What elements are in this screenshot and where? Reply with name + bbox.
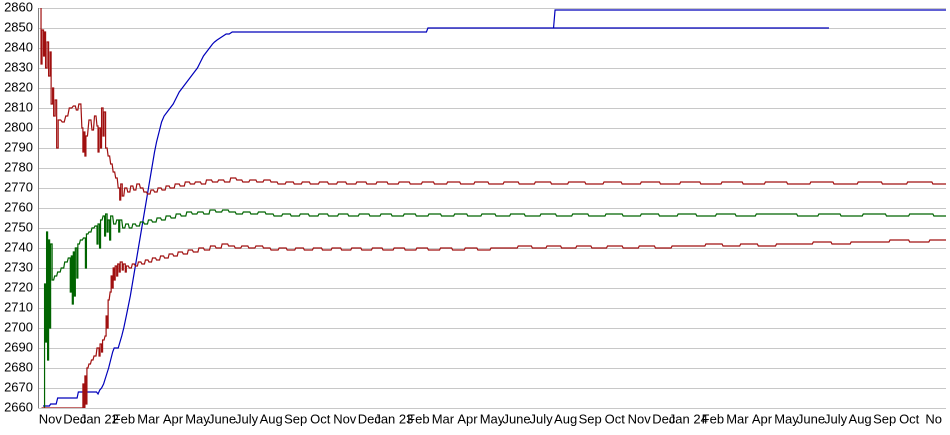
y-axis-tick-label: 2800 (4, 119, 33, 134)
x-axis-tick-label: Dec (358, 412, 382, 427)
x-axis-tick-label: No (925, 412, 942, 427)
x-axis-tick-label: Feb (113, 412, 135, 427)
y-axis-tick-label: 2780 (4, 159, 33, 174)
y-axis-tick-label: 2790 (4, 139, 33, 154)
x-axis-tick-label: Sep (579, 412, 602, 427)
red-upper-series (40, 8, 946, 201)
y-axis-tick-label: 2820 (4, 79, 33, 94)
y-axis-tick-label: 2670 (4, 379, 33, 394)
y-axis-tick-label: 2850 (4, 19, 33, 34)
x-axis-tick-label: July (530, 412, 554, 427)
x-axis-tick-label: Jan 23 (374, 412, 413, 427)
y-axis-tick-label: 2840 (4, 39, 33, 54)
x-axis-tick-label: May (480, 412, 505, 427)
y-axis-tick-labels: 2860 2850 2840 2830 2820 2810 2800 2790 2780 2770… (4, 0, 33, 414)
y-axis-tick-label: 2810 (4, 99, 33, 114)
y-axis-tick-label: 2710 (4, 299, 33, 314)
x-axis-tick-label: Mar (726, 412, 749, 427)
x-axis-tick-label: Mar (137, 412, 160, 427)
y-axis-tick-label: 2700 (4, 319, 33, 334)
series-layer (40, 8, 946, 409)
axis-layer (38, 8, 946, 409)
y-axis-tick-label: 2760 (4, 199, 33, 214)
x-axis-tick-label: Jan 24 (669, 412, 708, 427)
x-axis-tick-label: May (185, 412, 210, 427)
x-axis-tick-label: May (774, 412, 799, 427)
x-axis-tick-label: Nov (39, 412, 63, 427)
y-axis-tick-label: 2860 (4, 0, 33, 14)
x-axis-tick-label: Sep (873, 412, 896, 427)
x-axis-tick-label: July (235, 412, 259, 427)
red-lower-series (41, 239, 946, 409)
x-axis-tick-label: Dec (63, 412, 87, 427)
x-axis-tick-label: Nov (333, 412, 357, 427)
x-axis-tick-label: Aug (849, 412, 872, 427)
y-axis-tick-label: 2720 (4, 279, 33, 294)
blue-step-series (43, 9, 946, 407)
x-axis-tick-label: July (824, 412, 848, 427)
x-axis-tick-label: June (797, 412, 825, 427)
y-axis-tick-label: 2730 (4, 259, 33, 274)
y-axis-tick-label: 2690 (4, 339, 33, 354)
x-axis-tick-label: Apr (163, 412, 184, 427)
y-axis-tick-label: 2830 (4, 59, 33, 74)
x-axis-tick-label: Aug (554, 412, 577, 427)
x-axis-tick-label: Nov (628, 412, 652, 427)
x-axis-tick-label: Mar (432, 412, 455, 427)
y-axis-tick-label: 2740 (4, 239, 33, 254)
x-axis-tick-label: Feb (702, 412, 724, 427)
x-axis-tick-label: Apr (752, 412, 773, 427)
x-axis-tick-label: Aug (260, 412, 283, 427)
x-axis-tick-label: Jan 22 (80, 412, 119, 427)
green-middle-series (43, 209, 946, 409)
x-axis-tick-label: June (502, 412, 530, 427)
x-axis-tick-label: June (208, 412, 236, 427)
x-axis-tick-label: Oct (899, 412, 920, 427)
x-axis-tick-label: Oct (310, 412, 331, 427)
x-axis-tick-label: Apr (457, 412, 478, 427)
grid-layer (38, 8, 946, 409)
x-axis-tick-label: Sep (284, 412, 307, 427)
y-axis-tick-label: 2680 (4, 359, 33, 374)
y-axis-tick-label: 2750 (4, 219, 33, 234)
x-axis-tick-label: Dec (652, 412, 676, 427)
y-axis-tick-label: 2660 (4, 399, 33, 414)
x-axis-tick-label: Feb (407, 412, 429, 427)
y-axis-tick-label: 2770 (4, 179, 33, 194)
x-axis-tick-label: Oct (605, 412, 626, 427)
